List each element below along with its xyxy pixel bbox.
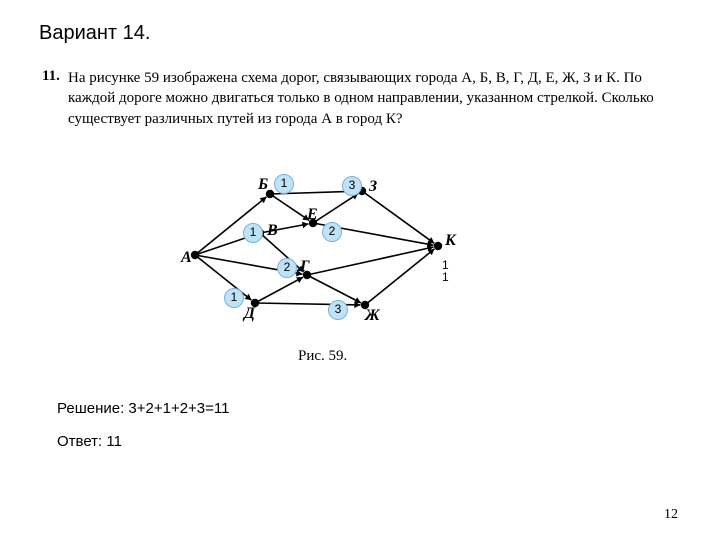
- count-bubble-2: 1: [243, 223, 263, 243]
- node-label-D: Д: [244, 305, 255, 323]
- solution-text: Решение: 3+2+1+2+3=11: [57, 400, 230, 417]
- road-graph: [170, 170, 480, 340]
- node-label-K: К: [445, 232, 456, 250]
- node-label-G: Г: [300, 258, 310, 276]
- problem-number: 11.: [42, 68, 60, 85]
- node-label-Z: З: [369, 178, 377, 196]
- count-bubble-1: 3: [342, 176, 362, 196]
- count-bubble-0: 1: [274, 174, 294, 194]
- figure-caption: Рис. 59.: [298, 348, 347, 365]
- node-label-Zh: Ж: [365, 307, 380, 325]
- variant-title: Вариант 14.: [39, 22, 150, 45]
- count-bubble-3: 2: [322, 222, 342, 242]
- node-label-E: Е: [307, 206, 318, 224]
- problem-text: На рисунке 59 изображена схема дорог, св…: [68, 68, 673, 129]
- count-bubble-6: 3: [328, 300, 348, 320]
- answer-text: Ответ: 11: [57, 433, 122, 450]
- node-label-V: В: [267, 222, 278, 240]
- page-number: 12: [664, 507, 678, 523]
- count-bubble-5: 1: [224, 288, 244, 308]
- node-label-A: А: [181, 249, 192, 267]
- side-number-1: 1: [442, 270, 449, 284]
- node-label-B: Б: [258, 176, 268, 194]
- count-bubble-4: 2: [277, 258, 297, 278]
